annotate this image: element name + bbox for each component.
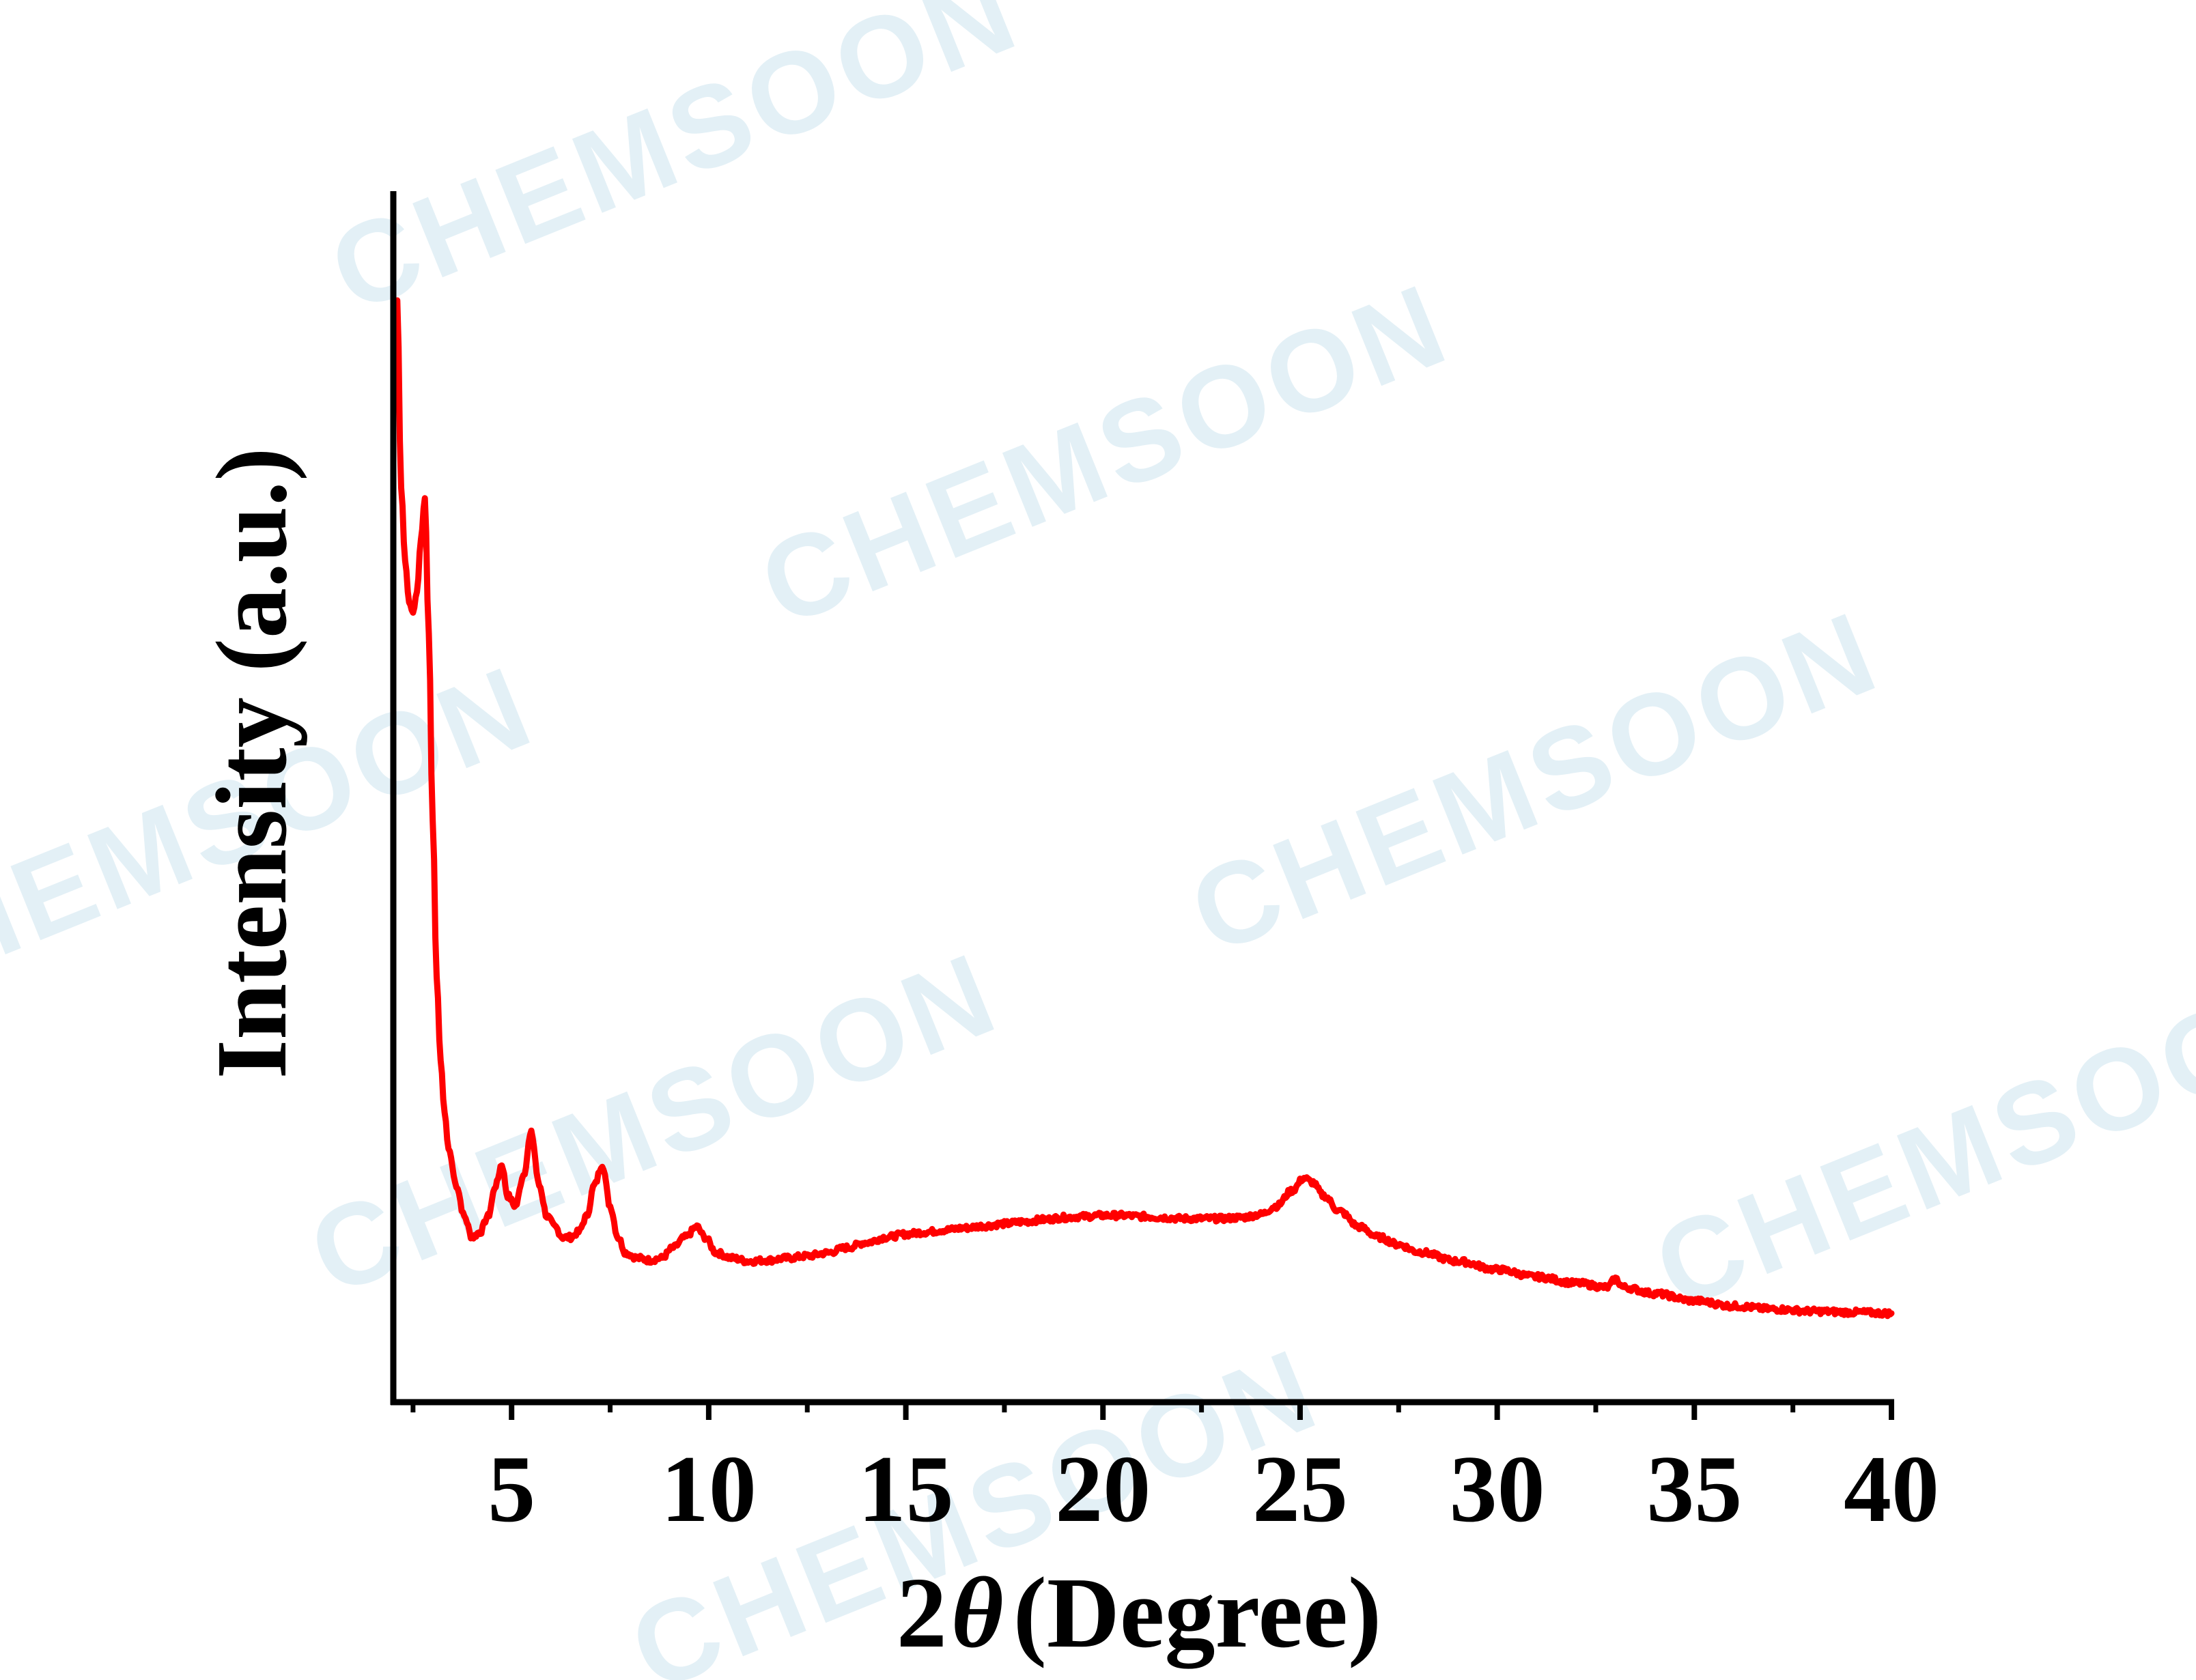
x-tick-label: 15 bbox=[858, 1436, 954, 1542]
x-tick-label: 25 bbox=[1252, 1436, 1348, 1542]
x-axis-title-prefix: 2 bbox=[897, 1557, 947, 1669]
x-axis-title-symbol: θ bbox=[951, 1557, 1004, 1669]
x-tick-label: 35 bbox=[1646, 1436, 1742, 1542]
watermark-text: CHEMSOON bbox=[1174, 586, 1897, 979]
axes bbox=[390, 191, 1894, 1406]
x-tick-label: 40 bbox=[1844, 1436, 1939, 1542]
x-tick-label: 30 bbox=[1450, 1436, 1545, 1542]
x-ticks: 5 10 15 20 25 30 35 40 bbox=[410, 1402, 1939, 1542]
x-tick-label: 5 bbox=[488, 1436, 535, 1542]
x-tick-label: 20 bbox=[1055, 1436, 1151, 1542]
x-axis-title: 2θ(Degree) bbox=[897, 1557, 1381, 1669]
watermark-text: CHEMSOON bbox=[1638, 941, 2196, 1334]
plot-area bbox=[394, 297, 1895, 1320]
y-axis-title: Intensity (a.u.) bbox=[196, 447, 308, 1079]
watermark-text: CHEMSOON bbox=[313, 0, 1037, 337]
watermark-text: CHEMSOON bbox=[744, 259, 1467, 651]
x-axis-title-suffix: (Degree) bbox=[1013, 1557, 1382, 1669]
intensity-curve bbox=[394, 297, 1895, 1320]
x-tick-label: 10 bbox=[661, 1436, 757, 1542]
